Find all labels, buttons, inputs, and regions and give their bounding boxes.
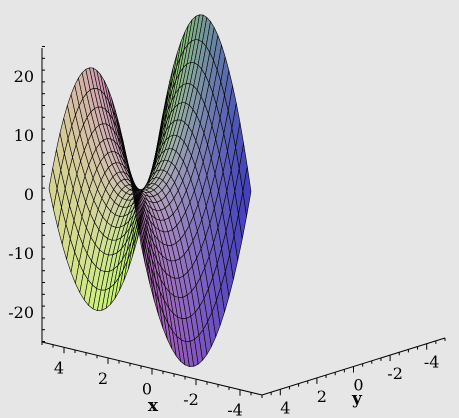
surface-patch [242, 166, 252, 217]
x-tick-label: 4 [54, 358, 64, 377]
z-tick-label: 20 [14, 67, 34, 86]
z-tick-label: -10 [8, 244, 34, 263]
x-axis-label: x [148, 396, 159, 416]
y-tick-label: -4 [424, 353, 440, 372]
y-tick-label: 2 [317, 387, 327, 406]
y-tick-label: -2 [387, 364, 403, 383]
x-tick-label: 2 [98, 369, 108, 388]
y-tick-label: 0 [353, 376, 363, 395]
x-tick-label: -4 [227, 401, 243, 418]
x-tick-label: -2 [183, 390, 199, 409]
z-tick-label: 0 [24, 185, 34, 204]
y-tick-label: 4 [280, 398, 290, 417]
surface-mesh [48, 14, 252, 367]
y-axis-label: y [351, 389, 363, 409]
x-tick-label: 0 [142, 380, 152, 399]
z-tick-label: 10 [14, 126, 34, 145]
z-tick-label: -20 [8, 303, 34, 322]
